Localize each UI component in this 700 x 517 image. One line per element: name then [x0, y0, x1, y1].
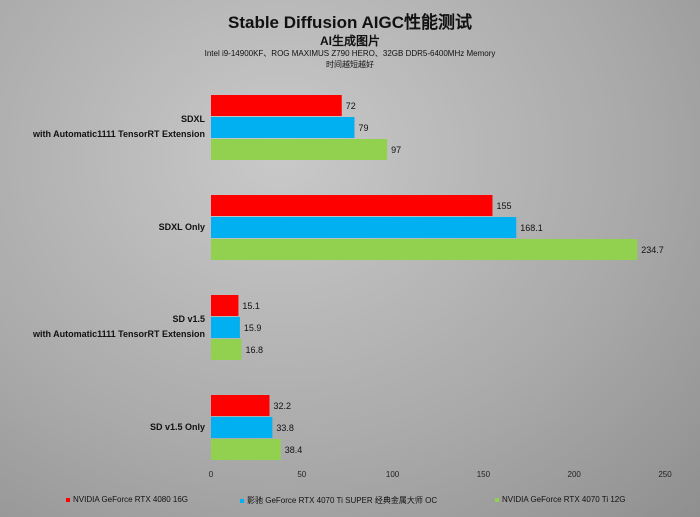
x-tick-label: 50 [297, 470, 306, 479]
chart-title: Stable Diffusion AIGC性能测试 [228, 13, 472, 32]
bar [211, 95, 342, 116]
category-label-line: SD v1.5 Only [149, 421, 205, 432]
chart-note-spec: Intel i9-14900KF、ROG MAXIMUS Z790 HERO、3… [204, 49, 496, 58]
bar [211, 195, 493, 216]
category-label: SD v1.5 with Automatic1111 TensorRT Exten… [33, 312, 205, 342]
data-label: 16.8 [246, 345, 264, 355]
data-label: 72 [346, 101, 356, 111]
data-label: 168.1 [520, 223, 543, 233]
category-label: SDXL with Automatic1111 TensorRT Extensio… [33, 112, 205, 142]
data-label: 33.8 [276, 423, 294, 433]
legend-swatch [495, 497, 499, 502]
category-label-line: with Automatic1111 TensorRT Extension [32, 329, 205, 339]
category-label-line: SDXL Only [158, 221, 205, 232]
category-label-line: SDXL [180, 114, 205, 124]
category-label-line: with Automatic1111 TensorRT Extension [32, 129, 205, 139]
bar [211, 139, 388, 160]
x-tick-label: 0 [209, 470, 214, 479]
x-tick-label: 250 [658, 470, 672, 479]
bar [211, 395, 270, 416]
x-tick-label: 200 [568, 470, 582, 479]
category-label: SDXL Only [159, 220, 205, 235]
bar [211, 417, 273, 438]
bar [211, 439, 281, 460]
x-tick-label: 100 [386, 470, 400, 479]
legend-swatch [240, 498, 244, 503]
data-label: 234.7 [641, 245, 664, 255]
category-label: SD v1.5 Only [150, 420, 205, 435]
data-label: 38.4 [285, 445, 303, 455]
bar [211, 339, 242, 360]
legend-swatch [66, 497, 70, 502]
category-label-line: SD v1.5 [172, 314, 205, 324]
legend-item: 影驰 GeForce RTX 4070 Ti SUPER 经典金属大师 OC [240, 495, 437, 506]
bar [211, 295, 239, 316]
legend-label: NVIDIA GeForce RTX 4070 Ti 12G [502, 495, 626, 504]
bar [211, 217, 517, 238]
bar [211, 117, 355, 138]
data-label: 15.1 [242, 301, 260, 311]
bar [211, 317, 240, 338]
chart-note-lower-better: 时间越短越好 [326, 60, 374, 69]
legend-item: NVIDIA GeForce RTX 4070 Ti 12G [495, 495, 625, 504]
legend-item: NVIDIA GeForce RTX 4080 16G [66, 495, 188, 504]
x-tick-label: 150 [477, 470, 491, 479]
chart-subtitle: AI生成图片 [319, 34, 380, 48]
legend-label: NVIDIA GeForce RTX 4080 16G [73, 495, 189, 504]
data-label: 32.2 [273, 401, 291, 411]
data-label: 97 [391, 145, 401, 155]
data-label: 155 [496, 201, 511, 211]
legend-label: 影驰 GeForce RTX 4070 Ti SUPER 经典金属大师 OC [247, 496, 438, 505]
bar [211, 239, 638, 260]
data-label: 79 [358, 123, 368, 133]
data-label: 15.9 [244, 323, 262, 333]
